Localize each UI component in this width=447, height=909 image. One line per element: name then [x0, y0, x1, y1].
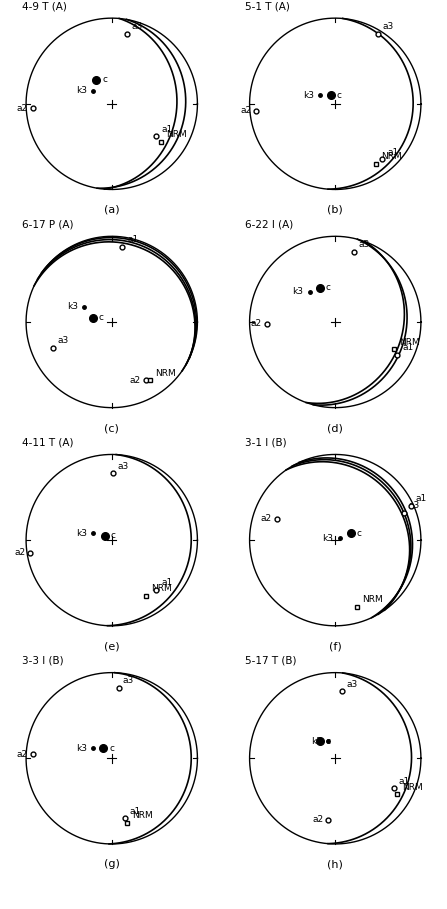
Text: a1: a1 — [127, 235, 139, 244]
Text: a3: a3 — [382, 22, 394, 31]
Text: a3: a3 — [131, 22, 143, 31]
Text: a3: a3 — [123, 676, 134, 685]
Text: 5-17 T (B): 5-17 T (B) — [245, 655, 297, 665]
Text: a1: a1 — [399, 776, 410, 785]
Text: 4-9 T (A): 4-9 T (A) — [22, 1, 67, 11]
Text: k3: k3 — [292, 287, 304, 296]
Text: 3-3 I (B): 3-3 I (B) — [22, 655, 63, 665]
Text: a3: a3 — [118, 462, 129, 471]
Text: c: c — [109, 744, 114, 753]
Text: c: c — [337, 91, 342, 100]
Text: (a): (a) — [104, 205, 119, 215]
Text: NRM: NRM — [381, 152, 402, 161]
Text: NRM: NRM — [167, 130, 187, 139]
Text: a2: a2 — [312, 815, 323, 824]
Text: 4-11 T (A): 4-11 T (A) — [22, 437, 73, 447]
Text: NRM: NRM — [362, 595, 383, 604]
Text: a3: a3 — [358, 240, 370, 249]
Text: (h): (h) — [327, 859, 343, 869]
Text: k3: k3 — [76, 86, 87, 95]
Text: c: c — [102, 75, 107, 85]
Text: c: c — [326, 284, 331, 292]
Text: a1: a1 — [388, 148, 399, 157]
Text: a1: a1 — [130, 806, 141, 815]
Text: NRM: NRM — [151, 584, 172, 594]
Text: a2: a2 — [240, 106, 251, 115]
Text: k3: k3 — [303, 91, 314, 100]
Text: c: c — [99, 314, 104, 322]
Text: NRM: NRM — [132, 811, 153, 820]
Text: 5-1 T (A): 5-1 T (A) — [245, 1, 290, 11]
Text: a3: a3 — [58, 336, 69, 345]
Text: (d): (d) — [327, 423, 343, 433]
Text: 6-22 I (A): 6-22 I (A) — [245, 219, 294, 229]
Text: a1: a1 — [161, 125, 173, 134]
Text: (e): (e) — [104, 641, 119, 651]
Text: k3: k3 — [76, 529, 87, 538]
Text: a1: a1 — [416, 494, 427, 504]
Text: k3: k3 — [312, 736, 322, 745]
Text: a2: a2 — [261, 514, 272, 524]
Text: 6-17 P (A): 6-17 P (A) — [22, 219, 73, 229]
Text: (b): (b) — [327, 205, 343, 215]
Text: k3: k3 — [76, 744, 87, 753]
Text: a1: a1 — [161, 578, 173, 587]
Text: NRM: NRM — [402, 783, 423, 792]
Text: c: c — [326, 736, 331, 745]
Text: NRM: NRM — [156, 369, 176, 377]
Text: a3: a3 — [408, 501, 419, 510]
Text: a2: a2 — [14, 548, 25, 557]
Text: a2: a2 — [17, 750, 28, 758]
Text: k3: k3 — [67, 302, 78, 311]
Text: NRM: NRM — [399, 338, 419, 347]
Text: c: c — [357, 529, 362, 538]
Text: a1: a1 — [402, 343, 413, 352]
Text: k3: k3 — [323, 534, 333, 543]
Text: (c): (c) — [104, 423, 119, 433]
Text: a2: a2 — [17, 104, 28, 113]
Text: a3: a3 — [346, 680, 358, 689]
Text: a2: a2 — [130, 375, 141, 385]
Text: (f): (f) — [329, 641, 342, 651]
Text: a2: a2 — [250, 319, 261, 328]
Text: c: c — [111, 532, 116, 540]
Text: 3-1 I (B): 3-1 I (B) — [245, 437, 287, 447]
Text: (g): (g) — [104, 859, 120, 869]
